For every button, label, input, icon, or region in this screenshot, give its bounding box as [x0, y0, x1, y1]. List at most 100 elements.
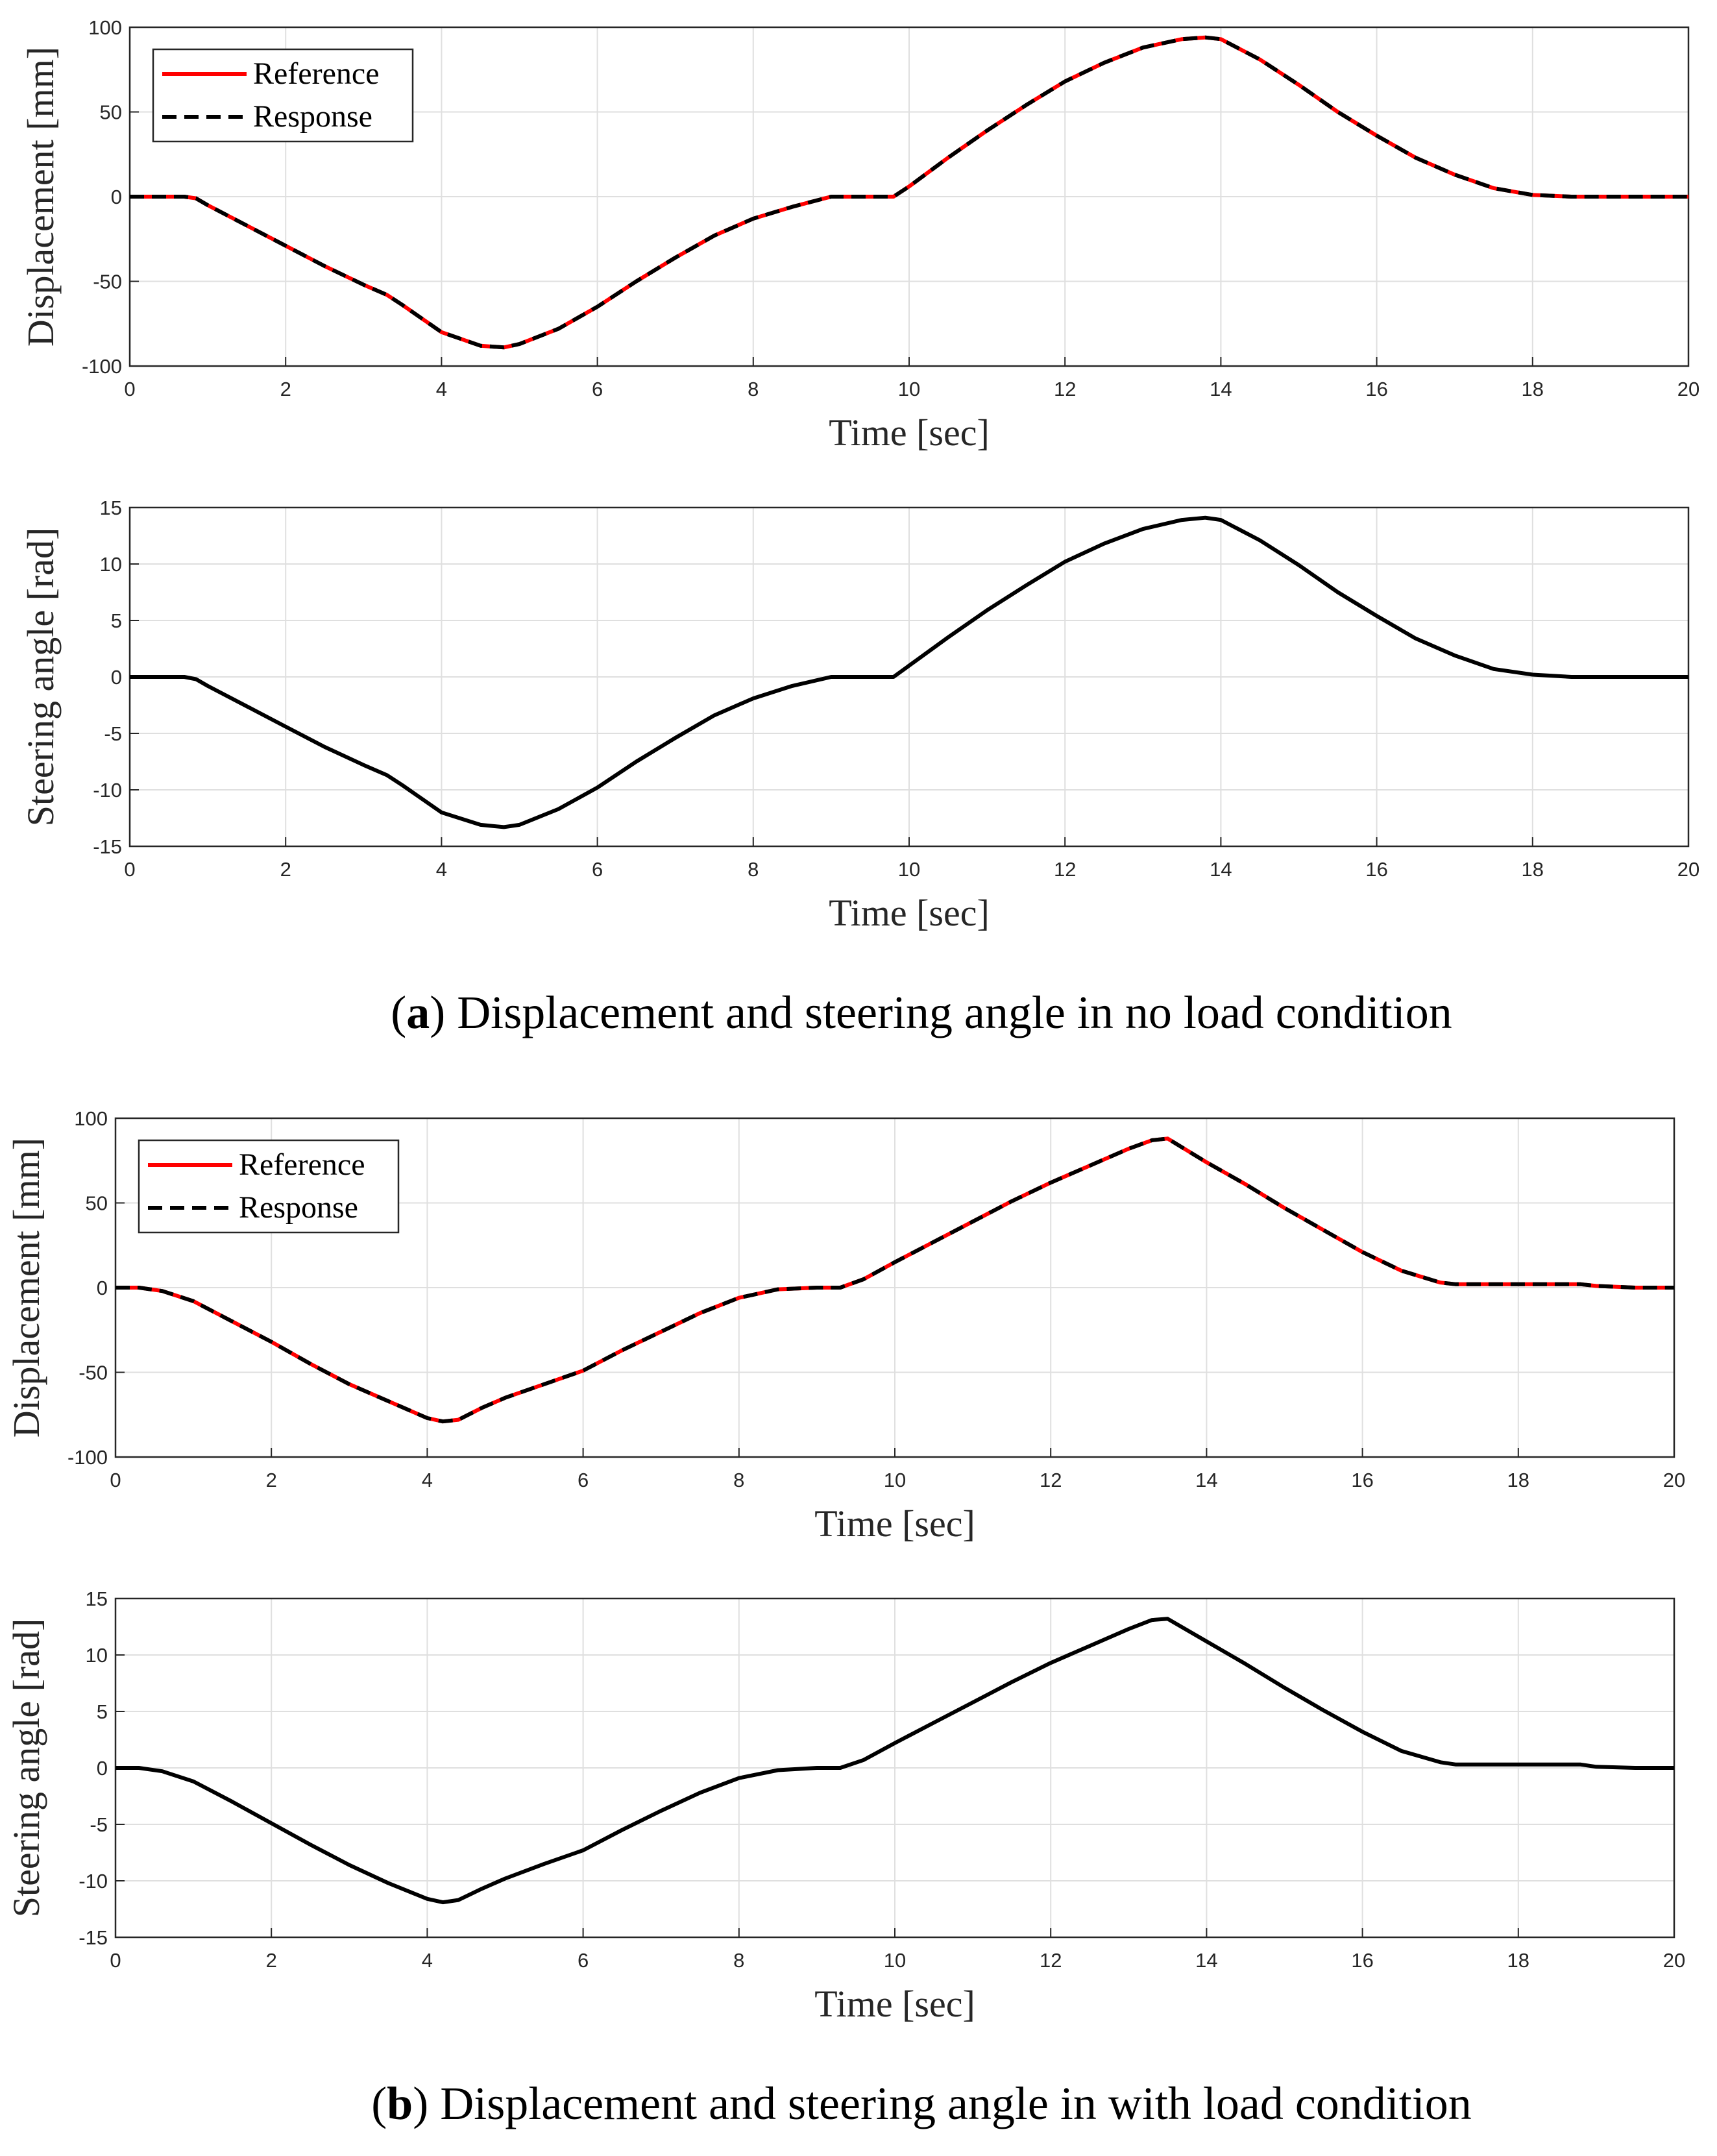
x-tick-label: 0	[124, 378, 135, 400]
legend-box	[152, 48, 414, 143]
x-tick-label: 6	[578, 1949, 589, 1972]
legend-label-response: Response	[239, 1190, 358, 1225]
x-tick-label: 8	[733, 1469, 744, 1491]
x-tick-label: 4	[422, 1469, 433, 1491]
y-tick-label: 10	[86, 1644, 108, 1667]
x-tick-label: 12	[1054, 378, 1076, 400]
x-tick-label: 12	[1040, 1949, 1062, 1972]
y-tick-label: -100	[67, 1446, 108, 1469]
x-tick-label: 14	[1195, 1949, 1217, 1972]
y-tick-label: 5	[111, 609, 122, 632]
panel-b-displacement-chart: 0 2 4 6 8 10 12 14 16 18 20 -100 -50 0 50 100 Time [sec…	[5, 1107, 1685, 1545]
x-tick-label: 10	[898, 378, 920, 400]
x-tick-label: 14	[1210, 378, 1232, 400]
y-tick-label: 50	[100, 101, 122, 124]
series-line-steering-angle	[130, 515, 1688, 829]
y-axis-label: Steering angle [rad]	[5, 1619, 47, 1918]
y-tick-label: 100	[74, 1107, 108, 1130]
x-tick-label: 14	[1195, 1469, 1217, 1491]
series-line-response	[116, 1136, 1674, 1424]
y-tick-label: 15	[86, 1587, 108, 1610]
y-tick-label: 10	[100, 553, 122, 576]
series-line-response	[130, 35, 1688, 350]
y-tick-label: 50	[86, 1192, 108, 1215]
x-tick-label: 20	[1677, 378, 1699, 400]
y-tick-label: -5	[104, 722, 122, 745]
x-tick-label: 18	[1522, 378, 1544, 400]
x-axis-label: Time [sec]	[814, 1502, 975, 1545]
legend: Reference Response	[152, 48, 414, 143]
caption-a: (a) Displacement and steering angle in n…	[391, 986, 1452, 1038]
x-tick-label: 6	[592, 378, 603, 400]
x-tick-label: 12	[1054, 858, 1076, 881]
y-tick-label: -50	[79, 1362, 108, 1384]
x-tick-label: 18	[1507, 1949, 1529, 1972]
x-axis-label: Time [sec]	[829, 892, 990, 934]
y-axis-label: Displacement [mm]	[19, 47, 62, 347]
x-tick-label: 2	[280, 858, 291, 881]
x-tick-label: 6	[592, 858, 603, 881]
panel-a-steering-chart: 0 2 4 6 8 10 12 14 16 18 20 -15 -10 -5 0 5 10 15 Time [se…	[19, 496, 1699, 934]
x-tick-label: 4	[436, 858, 447, 881]
x-tick-label: 18	[1522, 858, 1544, 881]
y-tick-label: 15	[100, 496, 122, 519]
caption-b-text: Displacement and steering angle in with …	[428, 2077, 1472, 2129]
y-tick-label: 0	[111, 186, 122, 208]
caption-b: (b) Displacement and steering angle in w…	[371, 2077, 1472, 2129]
y-tick-label: -100	[82, 355, 122, 378]
x-tick-label: 12	[1040, 1469, 1062, 1491]
x-tick-label: 4	[422, 1949, 433, 1972]
panel-a-displacement-chart: 0 2 4 6 8 10 12 14 16 18 20 -100 -50 0 50 100 Time [sec…	[19, 16, 1699, 454]
x-tick-label: 8	[733, 1949, 744, 1972]
x-tick-label: 0	[124, 858, 135, 881]
y-axis-label: Displacement [mm]	[5, 1138, 47, 1438]
y-tick-label: -10	[79, 1870, 108, 1893]
y-tick-label: -50	[93, 271, 122, 293]
y-tick-label: -5	[90, 1813, 108, 1836]
y-tick-label: -15	[79, 1926, 108, 1949]
y-tick-label: 0	[111, 666, 122, 689]
x-tick-label: 10	[884, 1469, 906, 1491]
legend: Reference Response	[138, 1139, 400, 1234]
caption-b-label: b	[387, 2077, 413, 2129]
x-tick-label: 8	[748, 378, 759, 400]
y-tick-label: 0	[97, 1277, 108, 1299]
x-tick-label: 16	[1365, 378, 1387, 400]
x-tick-label: 18	[1507, 1469, 1529, 1491]
legend-label-reference: Reference	[253, 56, 380, 91]
x-tick-label: 0	[110, 1469, 121, 1491]
x-tick-label: 0	[110, 1949, 121, 1972]
x-tick-label: 6	[578, 1469, 589, 1491]
x-tick-label: 10	[898, 858, 920, 881]
caption-a-label: a	[406, 986, 430, 1038]
y-tick-label: 0	[97, 1757, 108, 1780]
y-tick-label: 100	[88, 16, 122, 39]
series-line-steering-angle	[116, 1617, 1674, 1905]
panel-b-steering-chart: 0 2 4 6 8 10 12 14 16 18 20 -15 -10 -5 0 5 10 15 Time [se…	[5, 1587, 1685, 2025]
x-tick-label: 2	[280, 378, 291, 400]
x-tick-label: 10	[884, 1949, 906, 1972]
x-tick-label: 20	[1663, 1469, 1685, 1491]
x-tick-label: 16	[1365, 858, 1387, 881]
x-tick-label: 20	[1677, 858, 1699, 881]
x-tick-label: 16	[1351, 1949, 1373, 1972]
x-axis-label: Time [sec]	[814, 1983, 975, 2025]
legend-box	[138, 1139, 400, 1234]
x-axis-label: Time [sec]	[829, 411, 990, 454]
legend-label-reference: Reference	[239, 1147, 365, 1182]
x-tick-label: 16	[1351, 1469, 1373, 1491]
y-tick-label: -15	[93, 835, 122, 858]
legend-label-response: Response	[253, 99, 372, 134]
x-tick-label: 2	[266, 1949, 277, 1972]
x-tick-label: 8	[748, 858, 759, 881]
y-tick-label: 5	[97, 1700, 108, 1723]
x-tick-label: 4	[436, 378, 447, 400]
y-axis-label: Steering angle [rad]	[19, 528, 62, 827]
x-tick-label: 14	[1210, 858, 1232, 881]
caption-a-text: Displacement and steering angle in no lo…	[445, 986, 1452, 1038]
x-tick-label: 2	[266, 1469, 277, 1491]
x-tick-label: 20	[1663, 1949, 1685, 1972]
y-tick-label: -10	[93, 779, 122, 802]
